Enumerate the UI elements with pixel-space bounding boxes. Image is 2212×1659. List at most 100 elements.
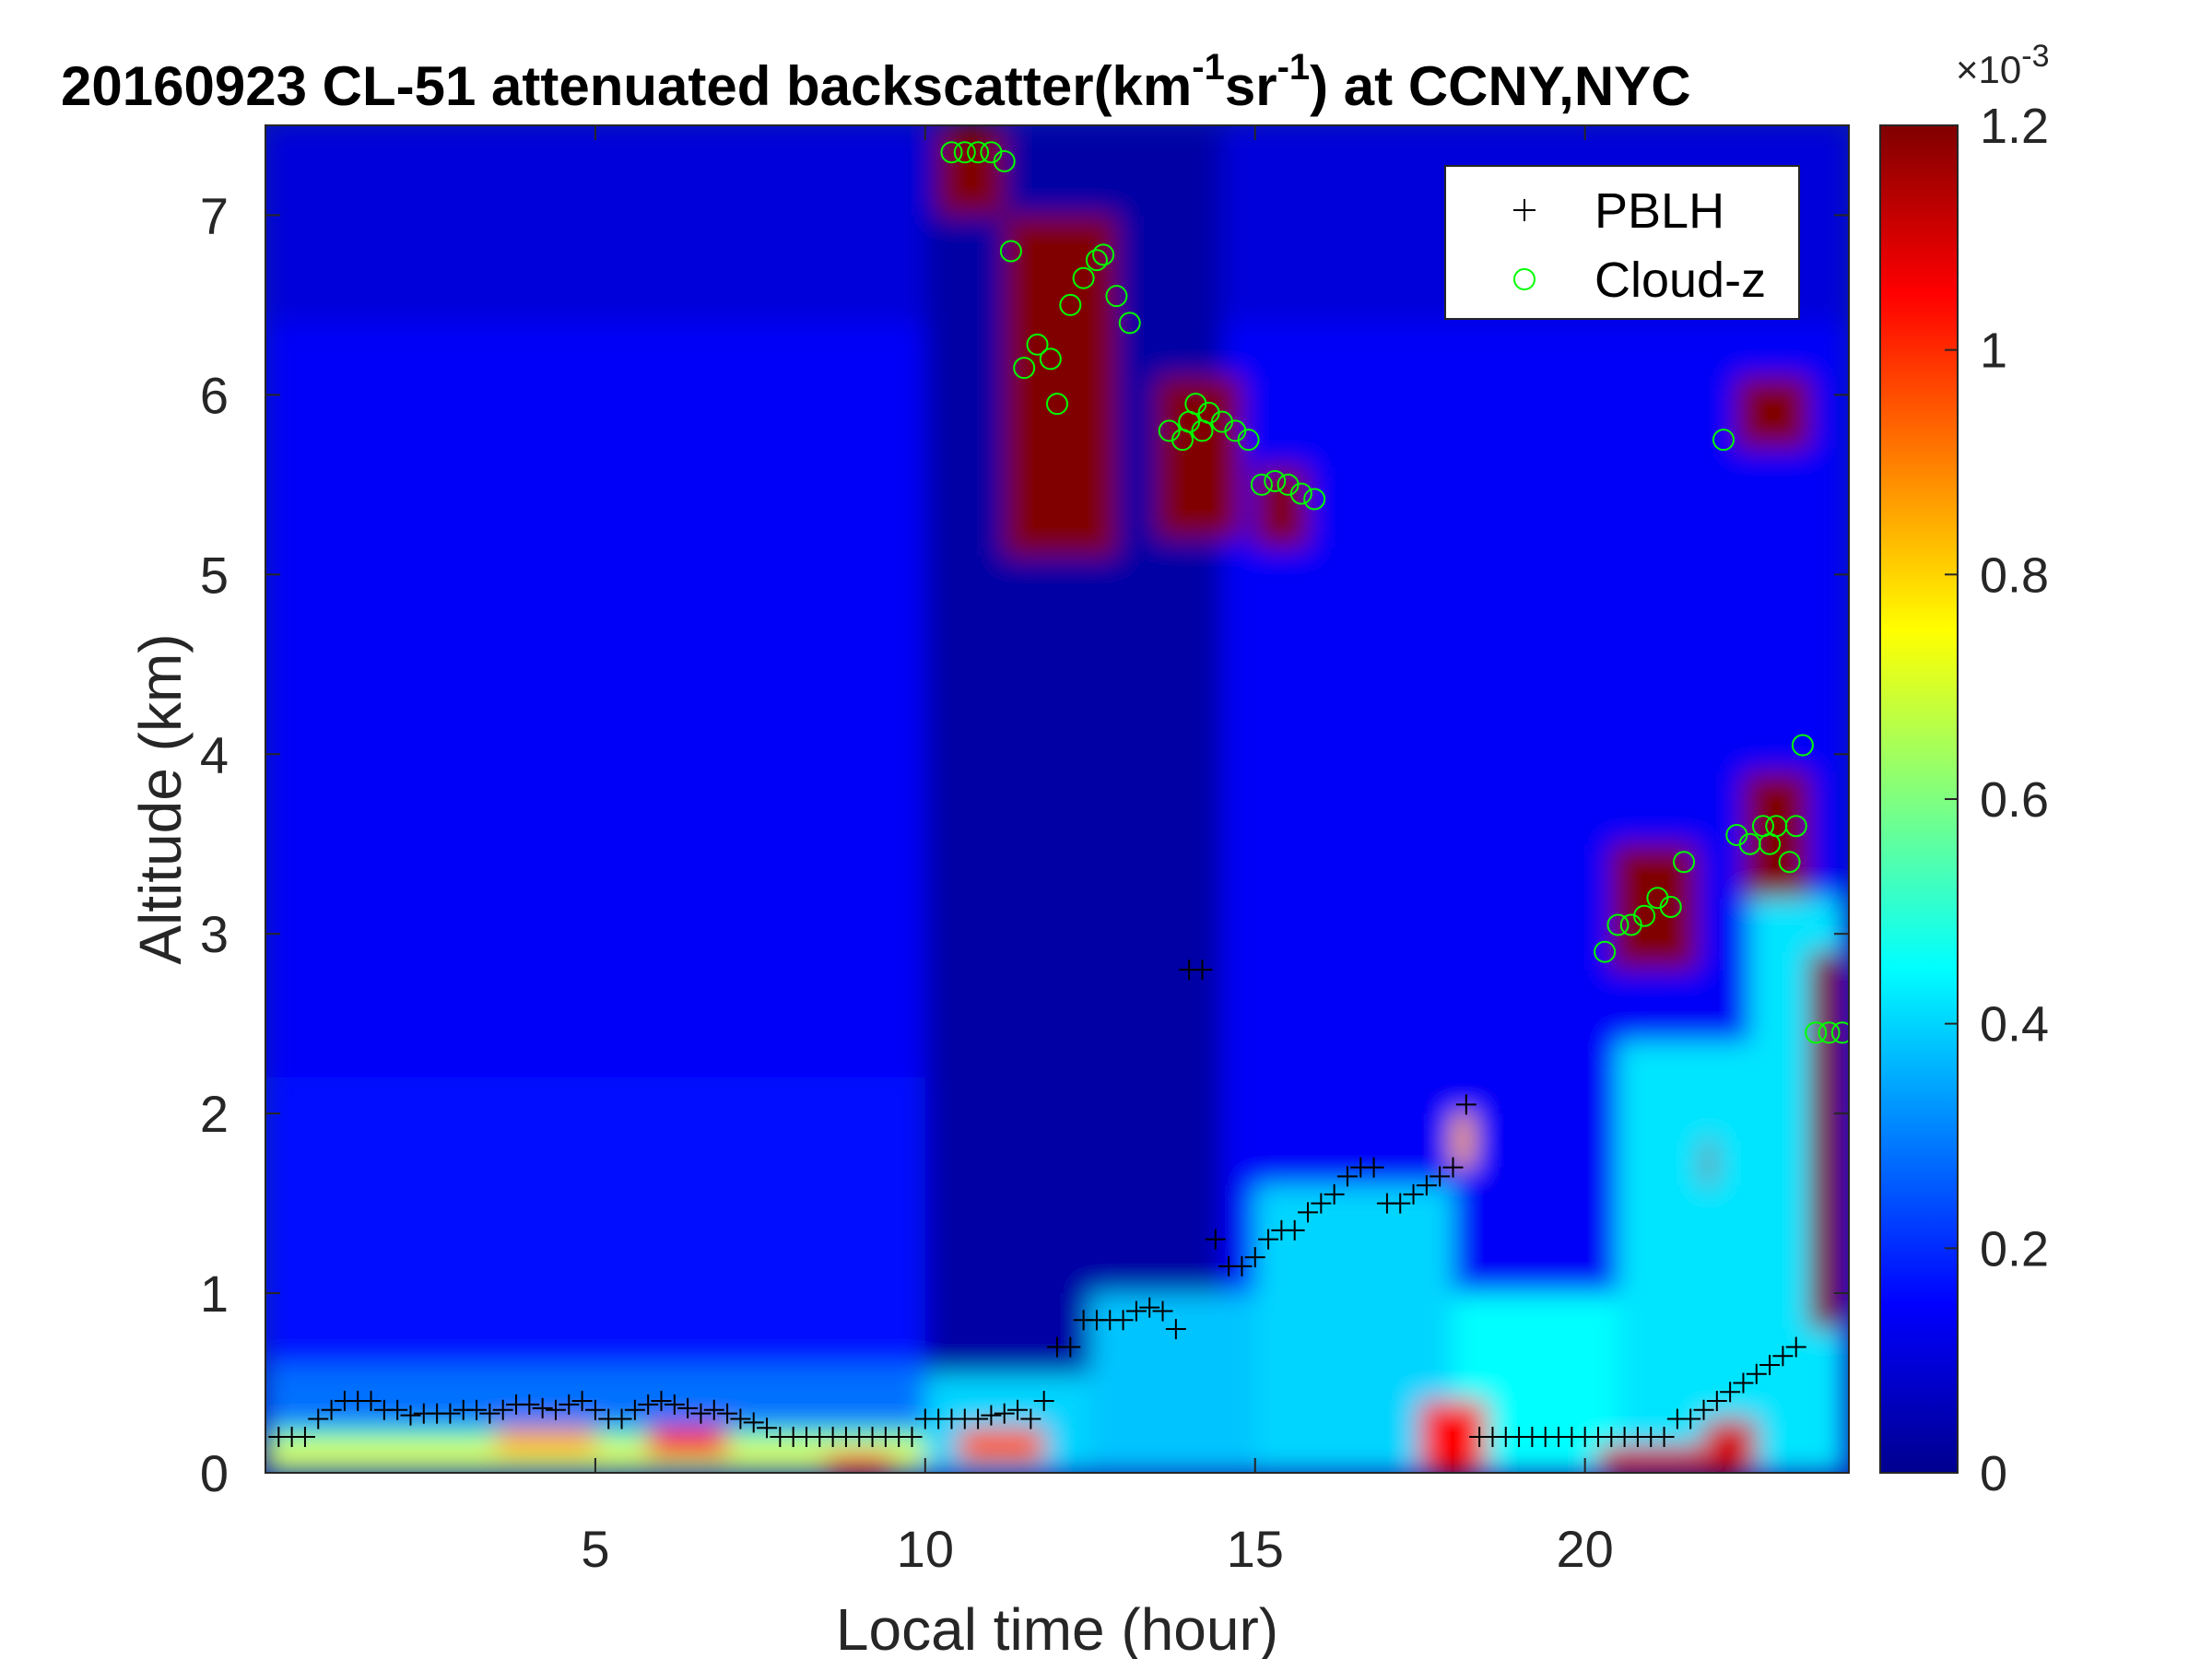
cloud-z-point: [1830, 1021, 1849, 1044]
legend-pblh-marker: [1513, 199, 1535, 221]
pblh-point: [1152, 1300, 1173, 1322]
cloud-z-point: [1118, 312, 1141, 335]
chart-title: 20160923 CL-51 attenuated backscatter(km…: [61, 47, 1691, 117]
pblh-point: [479, 1403, 500, 1424]
colorbar-exponent: ×10-3: [1956, 39, 2049, 91]
x-tick-label: 20: [1557, 1520, 1614, 1578]
pblh-point: [1416, 1175, 1437, 1196]
pblh-point: [519, 1394, 540, 1415]
colorbar-tick-label: 0.6: [1980, 772, 2049, 828]
cloud-z-point: [1013, 357, 1036, 380]
colorbar-tick-label: 0: [1980, 1446, 2007, 1501]
cloud-z-point: [1289, 482, 1312, 505]
y-tick-label: 1: [200, 1265, 229, 1323]
pblh-point: [1139, 1297, 1160, 1318]
pblh-point: [651, 1391, 672, 1412]
pblh-point: [624, 1399, 645, 1420]
cloud-z-point: [999, 240, 1022, 263]
pblh-point: [994, 1403, 1015, 1424]
heatmap-cell: [496, 1428, 595, 1455]
y-tick-label: 6: [200, 366, 229, 424]
plot-frame: [265, 124, 1850, 1474]
pblh-point: [1390, 1193, 1411, 1214]
pblh-point: [1772, 1346, 1794, 1367]
cloud-z-point: [1085, 249, 1108, 272]
heatmap-cell: [826, 1454, 893, 1473]
colorbar-tick-label: 1.2: [1980, 99, 2049, 154]
heatmap-cell: [958, 1428, 1044, 1465]
pblh-point: [1020, 1408, 1041, 1430]
pblh-point: [387, 1399, 408, 1420]
pblh-point: [532, 1397, 553, 1418]
y-axis-label: Altitude (km): [127, 633, 194, 964]
cloud-z-point: [1805, 1021, 1828, 1044]
x-tick-label: 10: [897, 1520, 954, 1578]
marker-layer: [268, 141, 1849, 1448]
cloud-z-point: [1072, 266, 1095, 289]
pblh-point: [1205, 1229, 1226, 1250]
y-tick-label: 5: [200, 546, 229, 604]
cloud-z-point: [1059, 293, 1082, 316]
pblh-point: [559, 1394, 580, 1415]
y-tick-label: 2: [200, 1085, 229, 1143]
pblh-point: [1653, 1427, 1675, 1448]
cloud-z-point: [1778, 851, 1801, 874]
pblh-point: [1112, 1310, 1134, 1331]
pblh-point: [690, 1403, 712, 1424]
pblh-point: [1706, 1391, 1727, 1412]
pblh-point: [1403, 1183, 1424, 1205]
pblh-point: [1311, 1193, 1332, 1214]
pblh-point: [743, 1412, 764, 1433]
pblh-point: [1720, 1382, 1741, 1403]
pblh-point: [611, 1408, 632, 1430]
pblh-point: [545, 1399, 566, 1420]
pblh-point: [492, 1399, 513, 1420]
pblh-point: [308, 1408, 329, 1430]
pblh-point: [901, 1427, 923, 1448]
pblh-point: [360, 1391, 382, 1412]
heatmap-cell: [1703, 1418, 1757, 1473]
x-axis-label: Local time (hour): [836, 1596, 1278, 1659]
heatmap-cell: [1703, 1140, 1714, 1186]
y-tick-label: 7: [200, 186, 229, 244]
cloud-z-point: [953, 141, 976, 164]
cloud-z-point: [1712, 429, 1735, 452]
pblh-point: [1244, 1247, 1265, 1268]
legend-cloudz-marker: [1513, 268, 1535, 290]
pblh-point: [1442, 1157, 1464, 1178]
pblh-point: [466, 1399, 488, 1420]
pblh-point: [400, 1405, 421, 1426]
cloud-z-point: [1092, 243, 1115, 266]
pblh-point: [571, 1391, 593, 1412]
pblh-point: [1033, 1391, 1054, 1412]
x-axis: 5 10 15 20: [581, 125, 1614, 1578]
cloud-z-point: [993, 149, 1016, 172]
pblh-point: [1192, 959, 1213, 981]
legend-pblh-label: PBLH: [1594, 183, 1724, 239]
colorbar-tick-label: 0.8: [1980, 547, 2049, 603]
backscatter-field: [265, 125, 1849, 1473]
colorbar-tick-label: 1: [1980, 324, 2007, 379]
heatmap-cell: [1809, 951, 1842, 1330]
pblh-point: [1363, 1157, 1384, 1178]
pblh-point: [1165, 1319, 1186, 1340]
cloud-z-point: [1158, 419, 1181, 442]
pblh-point: [1455, 1094, 1477, 1115]
heatmap-cell: [938, 125, 1005, 216]
cloud-z-point: [1264, 469, 1287, 492]
pblh-point: [1693, 1399, 1714, 1420]
pblh-point: [1785, 1336, 1806, 1358]
cloud-z-point: [1237, 429, 1260, 452]
pblh-point: [757, 1418, 778, 1439]
pblh-point: [1007, 1399, 1029, 1420]
pblh-point: [677, 1397, 699, 1418]
pblh-point: [1430, 1166, 1451, 1187]
heatmap-cell: [1736, 376, 1810, 449]
pblh-point: [664, 1394, 685, 1415]
x-tick-label: 15: [1227, 1520, 1284, 1578]
pblh-point: [703, 1399, 724, 1420]
cloud-z-point: [1606, 913, 1630, 936]
cloud-z-point: [1759, 832, 1782, 855]
heatmap-cell: [1597, 1445, 1704, 1473]
